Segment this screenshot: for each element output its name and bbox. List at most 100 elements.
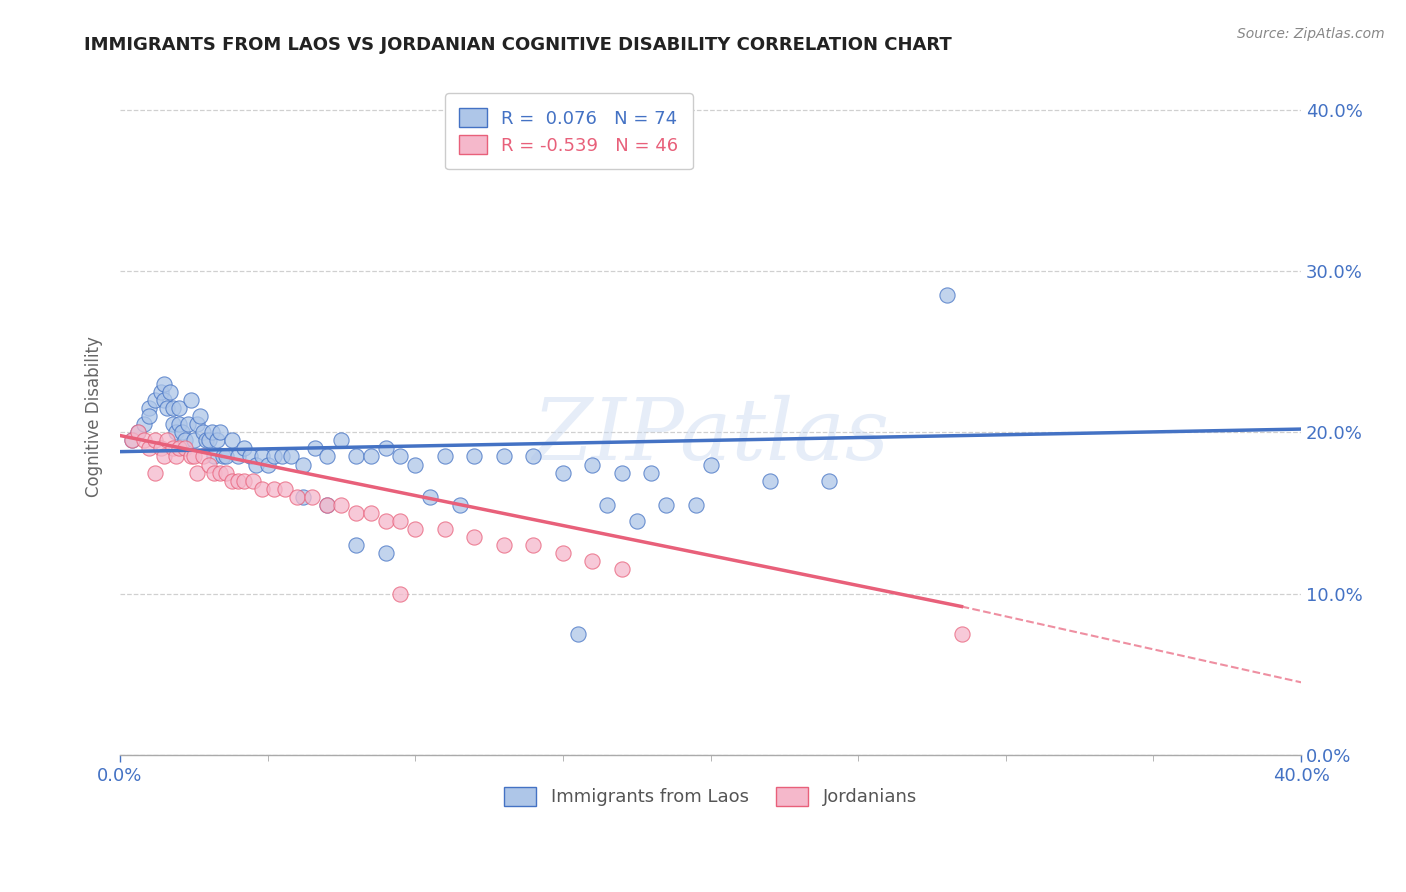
- Point: [233, 474, 256, 488]
- Point: [419, 490, 441, 504]
- Point: [433, 522, 456, 536]
- Point: [138, 442, 160, 456]
- Point: [344, 450, 367, 464]
- Text: ZIPatlas: ZIPatlas: [531, 395, 889, 478]
- Point: [389, 586, 412, 600]
- Point: [463, 450, 485, 464]
- Point: [180, 392, 202, 407]
- Point: [186, 417, 208, 432]
- Point: [132, 434, 155, 448]
- Point: [127, 425, 149, 440]
- Point: [263, 450, 285, 464]
- Point: [315, 450, 337, 464]
- Point: [159, 384, 181, 399]
- Point: [596, 498, 619, 512]
- Point: [449, 498, 471, 512]
- Point: [315, 498, 337, 512]
- Point: [250, 450, 273, 464]
- Point: [581, 458, 603, 472]
- Point: [183, 434, 205, 448]
- Point: [167, 401, 190, 416]
- Point: [221, 474, 243, 488]
- Point: [215, 466, 238, 480]
- Point: [330, 498, 353, 512]
- Point: [174, 442, 197, 456]
- Point: [239, 450, 262, 464]
- Point: [183, 450, 205, 464]
- Point: [226, 450, 249, 464]
- Point: [153, 450, 176, 464]
- Point: [492, 450, 515, 464]
- Point: [330, 434, 353, 448]
- Point: [404, 458, 426, 472]
- Point: [145, 392, 167, 407]
- Point: [274, 482, 297, 496]
- Point: [522, 450, 544, 464]
- Point: [150, 384, 173, 399]
- Point: [188, 409, 211, 424]
- Point: [610, 466, 633, 480]
- Point: [551, 466, 574, 480]
- Point: [304, 442, 326, 456]
- Text: IMMIGRANTS FROM LAOS VS JORDANIAN COGNITIVE DISABILITY CORRELATION CHART: IMMIGRANTS FROM LAOS VS JORDANIAN COGNIT…: [84, 36, 952, 54]
- Point: [156, 401, 179, 416]
- Point: [285, 490, 308, 504]
- Point: [301, 490, 323, 504]
- Point: [292, 490, 315, 504]
- Point: [221, 434, 243, 448]
- Point: [215, 450, 238, 464]
- Legend: Immigrants from Laos, Jordanians: Immigrants from Laos, Jordanians: [496, 780, 924, 814]
- Point: [404, 522, 426, 536]
- Point: [209, 425, 232, 440]
- Point: [389, 450, 412, 464]
- Point: [162, 442, 184, 456]
- Point: [758, 474, 780, 488]
- Point: [245, 458, 267, 472]
- Point: [186, 466, 208, 480]
- Y-axis label: Cognitive Disability: Cognitive Disability: [86, 335, 103, 497]
- Point: [121, 434, 143, 448]
- Point: [950, 627, 973, 641]
- Point: [174, 434, 197, 448]
- Point: [389, 514, 412, 528]
- Point: [180, 450, 202, 464]
- Point: [315, 498, 337, 512]
- Point: [167, 417, 190, 432]
- Text: Source: ZipAtlas.com: Source: ZipAtlas.com: [1237, 27, 1385, 41]
- Point: [145, 466, 167, 480]
- Point: [153, 376, 176, 391]
- Point: [150, 442, 173, 456]
- Point: [170, 425, 193, 440]
- Point: [640, 466, 662, 480]
- Point: [610, 562, 633, 576]
- Point: [156, 434, 179, 448]
- Point: [374, 442, 396, 456]
- Point: [567, 627, 589, 641]
- Point: [153, 392, 176, 407]
- Point: [138, 409, 160, 424]
- Point: [197, 434, 219, 448]
- Point: [200, 425, 222, 440]
- Point: [177, 417, 200, 432]
- Point: [194, 434, 217, 448]
- Point: [344, 506, 367, 520]
- Point: [250, 482, 273, 496]
- Point: [522, 538, 544, 552]
- Point: [360, 450, 382, 464]
- Point: [121, 434, 143, 448]
- Point: [162, 417, 184, 432]
- Point: [699, 458, 721, 472]
- Point: [165, 425, 187, 440]
- Point: [263, 482, 285, 496]
- Point: [191, 425, 214, 440]
- Point: [191, 450, 214, 464]
- Point: [167, 442, 190, 456]
- Point: [197, 458, 219, 472]
- Point: [162, 401, 184, 416]
- Point: [212, 450, 235, 464]
- Point: [132, 417, 155, 432]
- Point: [344, 538, 367, 552]
- Point: [433, 450, 456, 464]
- Point: [655, 498, 678, 512]
- Point: [360, 506, 382, 520]
